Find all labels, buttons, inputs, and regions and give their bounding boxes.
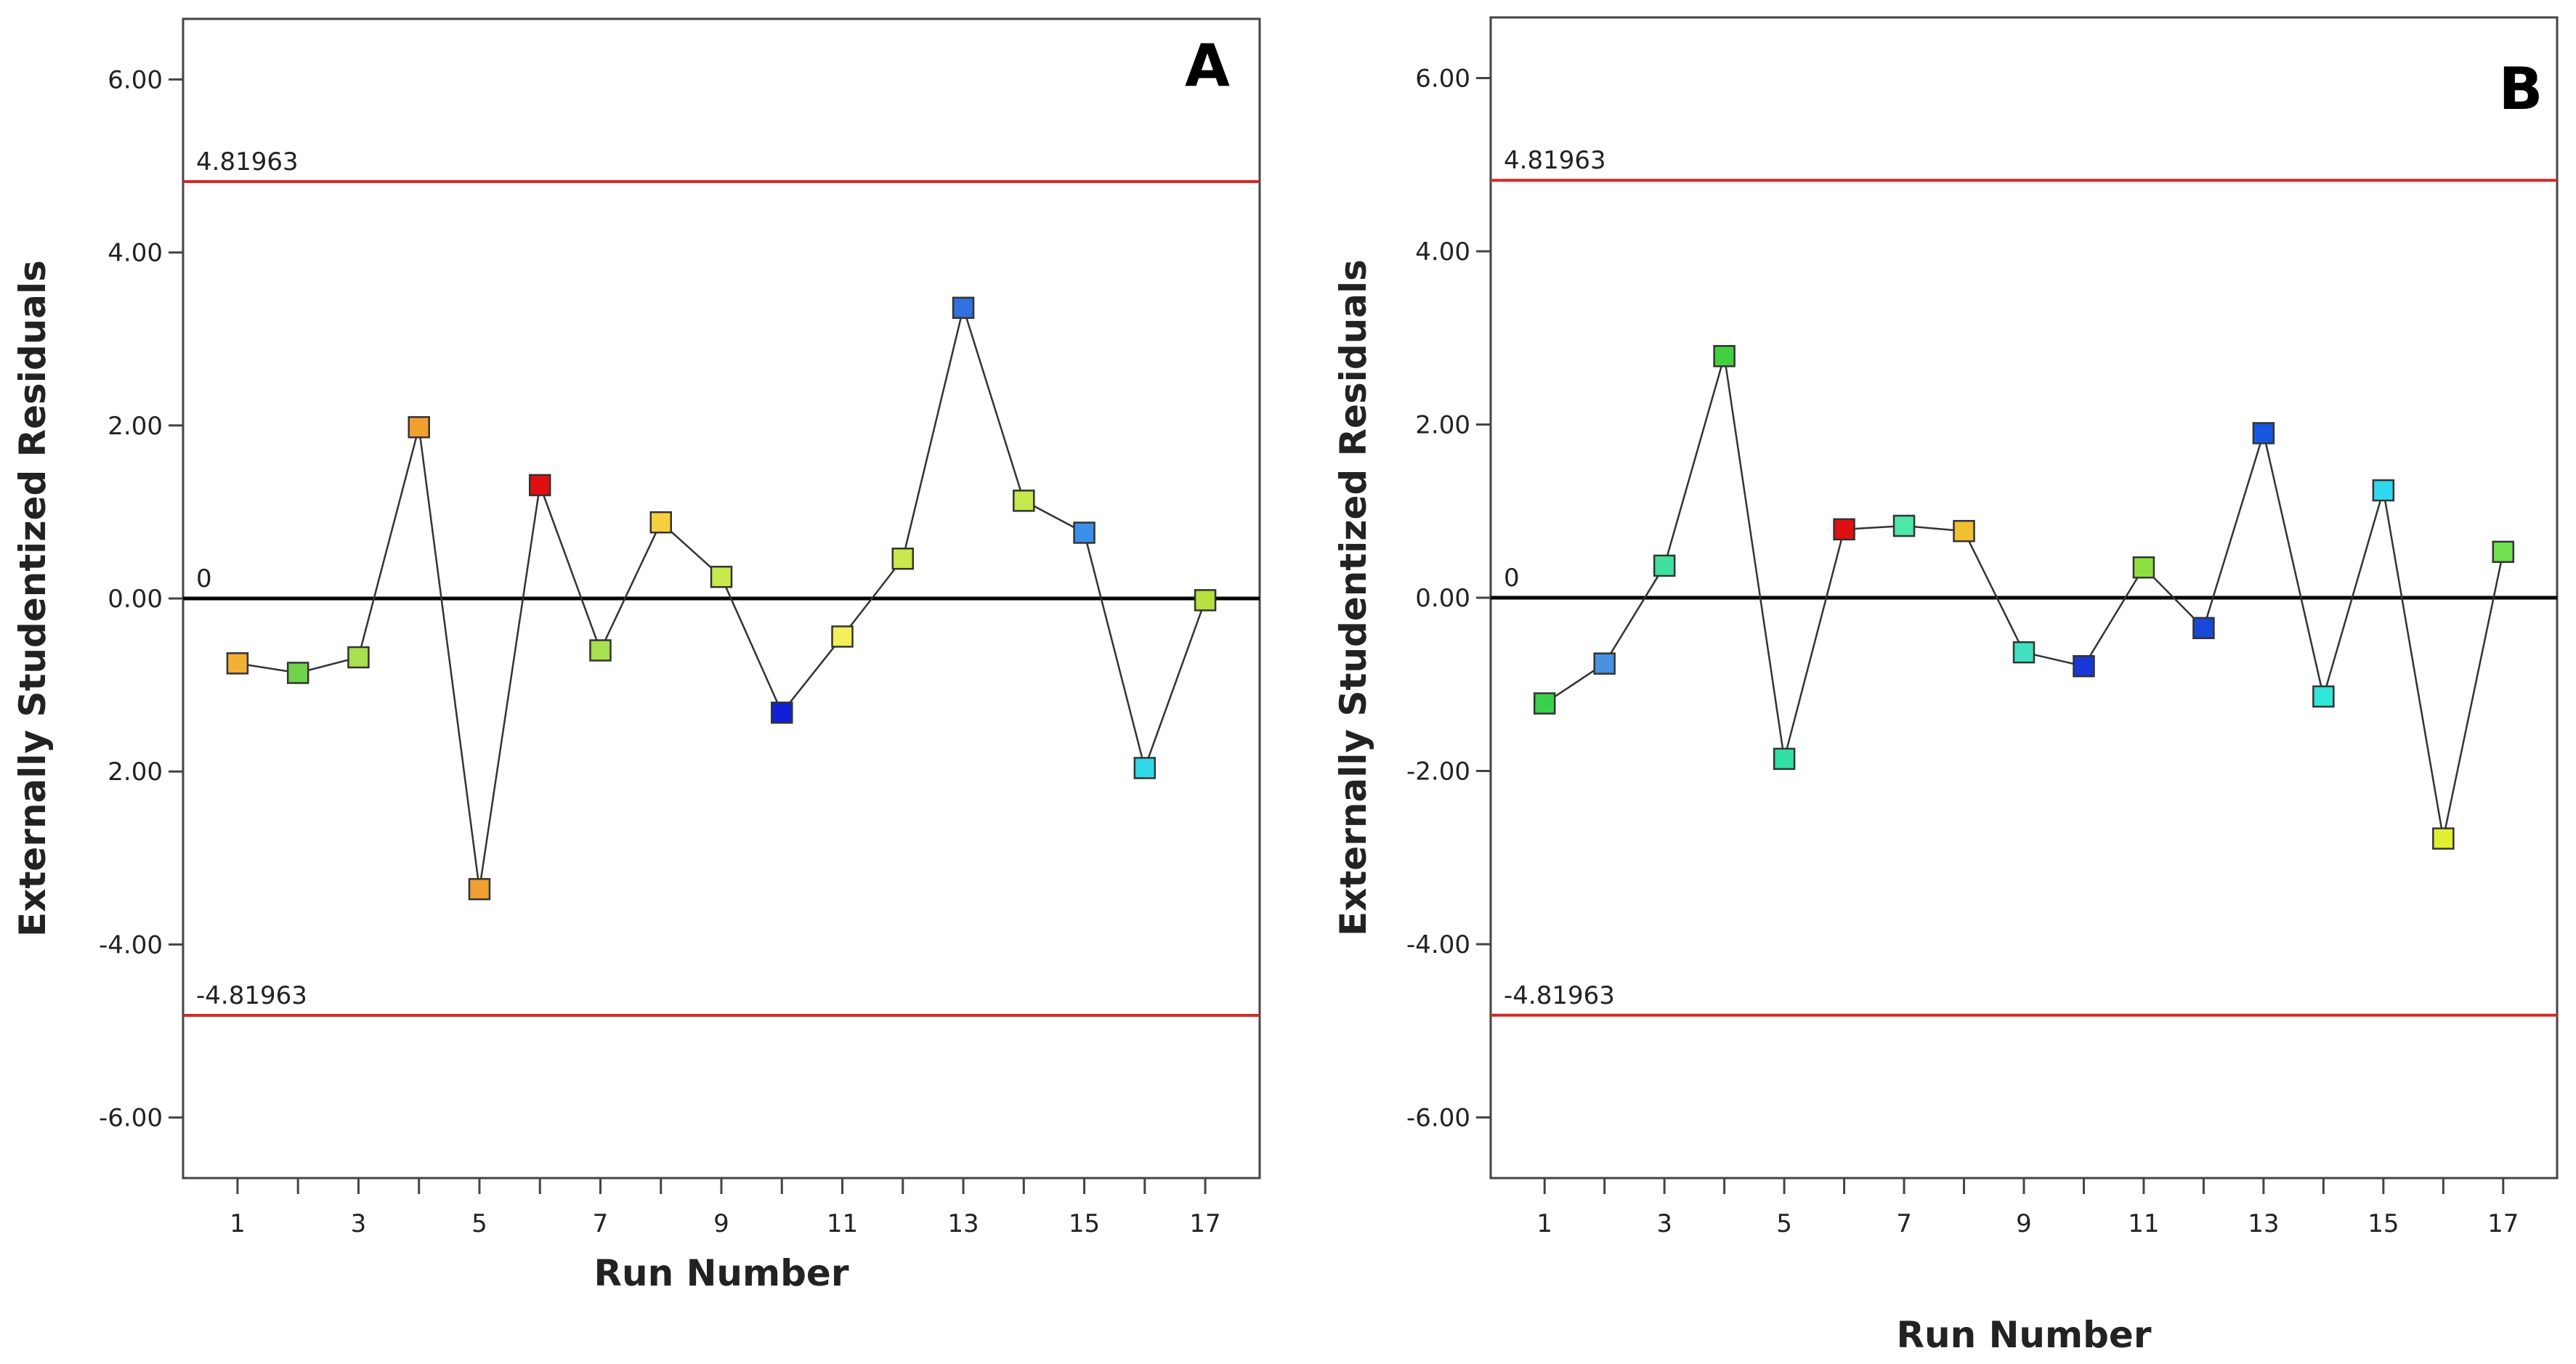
data-point [2492, 540, 2515, 564]
data-point [1713, 345, 1735, 368]
data-point [2192, 617, 2215, 639]
data-point [649, 511, 672, 534]
x-tick-label: 9 [2016, 1209, 2032, 1238]
y-tick-label: 4.00 [108, 239, 163, 268]
x-tick-label: 15 [2368, 1209, 2399, 1238]
x-tick-label: 11 [827, 1209, 858, 1238]
data-point [1133, 757, 1157, 779]
x-tick-label: 3 [351, 1209, 367, 1238]
x-tick-label: 7 [1896, 1209, 1912, 1238]
x-tick-label: 11 [2128, 1209, 2159, 1238]
y-tick-label: -6.00 [1406, 1104, 1470, 1133]
panel-a: 6.004.002.000.002.00-4.00-6.001 3 5 7 9 11 13 1… [12, 17, 1261, 1294]
data-point [468, 877, 491, 901]
x-tick-label: 17 [1189, 1209, 1220, 1238]
y-tick-label: -4.00 [99, 930, 163, 959]
data-point [2073, 654, 2095, 678]
y-tick-label: 2.00 [108, 412, 163, 441]
data-point [771, 701, 793, 724]
y-axis-title: Externally Studentized Residuals [12, 260, 54, 937]
x-axis-title: Run Number [1896, 1314, 2151, 1356]
data-point [1892, 514, 1916, 537]
data-point [1073, 521, 1095, 544]
y-tick-label: -6.00 [99, 1104, 163, 1133]
data-point [1533, 692, 1556, 715]
panel-letter: A [1185, 32, 1230, 100]
panel-b: 6.004.002.000.00-2.00-4.00-6.001 3 5 7 9 11 13… [1332, 16, 2559, 1356]
data-point [891, 547, 915, 570]
x-axis-title: Run Number [594, 1252, 848, 1294]
y-tick-label: 0.00 [1415, 584, 1470, 613]
y-tick-label: -4.00 [1406, 930, 1470, 959]
x-tick-label: 1 [1536, 1209, 1552, 1238]
x-tick-label: 13 [947, 1209, 979, 1238]
y-tick-label: -2.00 [1406, 758, 1470, 787]
reference-line-label: -4.81963 [196, 981, 307, 1010]
y-tick-label: 2.00 [1415, 410, 1470, 439]
y-axis-title: Externally Studentized Residuals [1332, 259, 1374, 936]
data-point [1833, 518, 1855, 541]
x-tick-label: 5 [1776, 1209, 1792, 1238]
reference-line-label: 0 [196, 564, 212, 593]
reference-line-label: 4.81963 [196, 147, 299, 176]
data-point [408, 415, 430, 439]
x-tick-label: 5 [471, 1209, 487, 1238]
data-point [1194, 589, 1217, 612]
data-point [528, 474, 551, 497]
x-tick-label: 1 [230, 1209, 246, 1238]
data-point [1773, 747, 1796, 771]
x-tick-label: 7 [593, 1209, 609, 1238]
data-point [952, 296, 975, 320]
data-point [831, 625, 854, 648]
y-tick-label: 6.00 [108, 65, 163, 94]
y-tick-label: 6.00 [1415, 64, 1470, 93]
y-tick-label: 4.00 [1415, 238, 1470, 267]
data-point [589, 639, 612, 662]
data-point [226, 652, 249, 675]
reference-line-label: -4.81963 [1504, 981, 1615, 1010]
data-point [1653, 554, 1676, 577]
panel-letter: B [2499, 55, 2543, 123]
reference-line-label: 0 [1504, 564, 1520, 593]
x-tick-label: 9 [713, 1209, 729, 1238]
data-point [347, 646, 370, 669]
data-point [1953, 519, 1975, 543]
data-point [2132, 556, 2155, 579]
data-point [2432, 827, 2455, 850]
data-point [1593, 652, 1616, 675]
reference-line-label: 4.81963 [1504, 146, 1606, 175]
data-point [2252, 422, 2275, 444]
data-point [2372, 479, 2395, 502]
data-point [2312, 685, 2335, 708]
x-tick-label: 3 [1656, 1209, 1672, 1238]
data-point [1013, 490, 1035, 512]
x-tick-label: 13 [2248, 1209, 2279, 1238]
x-tick-label: 15 [1069, 1209, 1100, 1238]
data-point [286, 662, 309, 684]
data-point [2012, 641, 2036, 664]
y-tick-label: 0.00 [108, 585, 163, 614]
x-tick-label: 17 [2487, 1209, 2519, 1238]
y-tick-label: 2.00 [108, 758, 163, 787]
data-point [710, 565, 733, 588]
